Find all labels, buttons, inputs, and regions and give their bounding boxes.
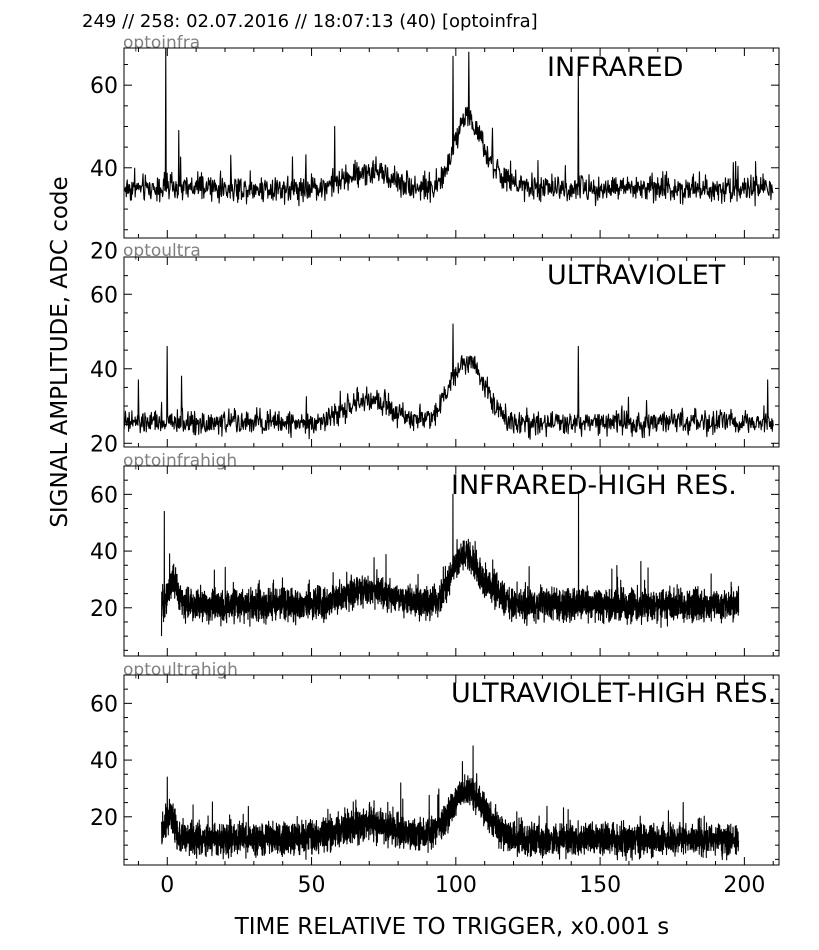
y-tick-label: 20 [90,432,118,457]
panel-channel-label: optoinfra [123,33,200,53]
y-tick-label: 60 [90,483,118,508]
panel-channel-label: optoultrahigh [123,660,238,680]
y-tick-labels: 20 40 60 [90,74,118,264]
panel-channel-label: optoultra [123,241,201,261]
x-tick-label: 0 [160,873,174,898]
y-axis-label: SIGNAL AMPLITUDE, ADC code [47,176,73,527]
y-tick-labels: 20 40 60 [90,283,118,457]
y-tick-label: 60 [90,283,118,308]
y-tick-label: 20 [90,806,118,831]
y-tick-label: 40 [90,749,118,774]
y-tick-label: 20 [90,597,118,622]
panel-ultraviolet: optoultra ULTRAVIOLET 20 40 60 [90,241,780,457]
x-tick-label: 150 [579,873,621,898]
series-line [160,490,740,637]
panel-title: ULTRAVIOLET-HIGH RES. [451,678,776,709]
axis-ticks [124,674,779,865]
y-tick-label: 60 [90,74,118,99]
x-tick-label: 200 [723,873,765,898]
x-tick-labels: 0 50 100 150 200 [160,873,765,898]
axis-ticks [124,48,779,238]
series-line [123,47,774,207]
plot-frame [123,47,780,239]
y-tick-labels: 20 40 60 [90,483,118,621]
panel-ultraviolet-high-res: optoultrahigh ULTRAVIOLET-HIGH RES. 20 40… [90,660,780,898]
series-line [123,323,774,440]
panel-title: ULTRAVIOLET [547,260,726,291]
x-tick-label: 100 [435,873,477,898]
y-tick-label: 40 [90,358,118,383]
y-tick-labels: 20 40 60 [90,692,118,830]
plot-frame [123,465,780,657]
panel-infrared-high-res: optoinfrahigh INFRARED-HIGH RES. 20 40 60 [90,451,780,657]
y-tick-label: 60 [90,692,118,717]
y-tick-label: 40 [90,540,118,565]
x-tick-label: 50 [298,873,326,898]
y-tick-label: 20 [90,239,118,264]
panel-title: INFRARED [547,52,683,83]
plot-frame [123,674,780,866]
series-line [160,745,740,862]
panel-channel-label: optoinfrahigh [123,451,237,471]
header-text: 249 // 258: 02.07.2016 // 18:07:13 (40) … [82,11,538,32]
x-axis-label: TIME RELATIVE TO TRIGGER, x0.001 s [234,914,670,940]
panel-infrared: optoinfra INFRARED 20 40 60 [90,33,780,264]
y-tick-label: 40 [90,157,118,182]
plot-frame [123,256,780,448]
panel-title: INFRARED-HIGH RES. [451,470,737,501]
axis-ticks [124,465,779,656]
